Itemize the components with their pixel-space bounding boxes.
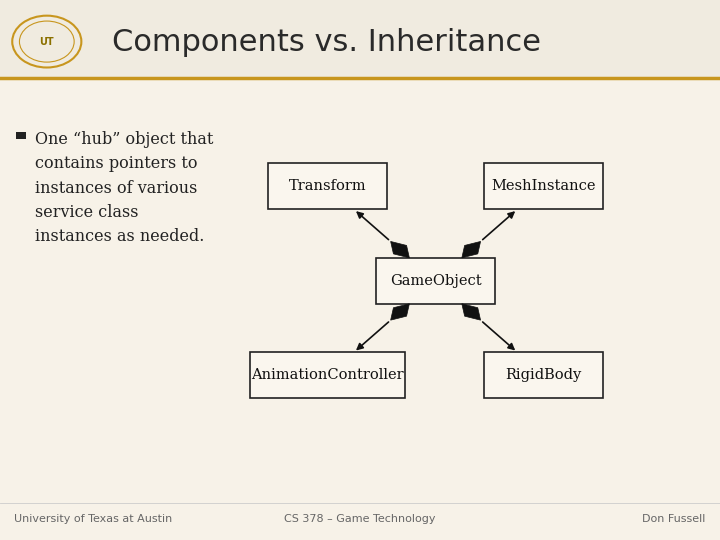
Bar bbox=[16, 132, 26, 139]
Polygon shape bbox=[462, 303, 480, 320]
Text: Don Fussell: Don Fussell bbox=[642, 515, 706, 524]
Text: CS 378 – Game Technology: CS 378 – Game Technology bbox=[284, 515, 436, 524]
Text: UT: UT bbox=[40, 37, 54, 46]
Polygon shape bbox=[391, 241, 410, 258]
FancyBboxPatch shape bbox=[484, 352, 603, 399]
FancyBboxPatch shape bbox=[251, 352, 405, 399]
FancyBboxPatch shape bbox=[484, 163, 603, 209]
Polygon shape bbox=[462, 241, 480, 258]
Text: Transform: Transform bbox=[289, 179, 366, 193]
Text: RigidBody: RigidBody bbox=[505, 368, 582, 382]
Text: GameObject: GameObject bbox=[390, 274, 482, 288]
Bar bbox=[0, 0, 720, 78]
Text: Components vs. Inheritance: Components vs. Inheritance bbox=[112, 28, 541, 57]
Polygon shape bbox=[391, 303, 410, 320]
FancyBboxPatch shape bbox=[268, 163, 387, 209]
FancyBboxPatch shape bbox=[376, 258, 495, 303]
Text: One “hub” object that
contains pointers to
instances of various
service class
in: One “hub” object that contains pointers … bbox=[35, 131, 213, 245]
Text: MeshInstance: MeshInstance bbox=[491, 179, 596, 193]
Circle shape bbox=[12, 16, 81, 68]
Text: University of Texas at Austin: University of Texas at Austin bbox=[14, 515, 173, 524]
Text: AnimationController: AnimationController bbox=[251, 368, 404, 382]
